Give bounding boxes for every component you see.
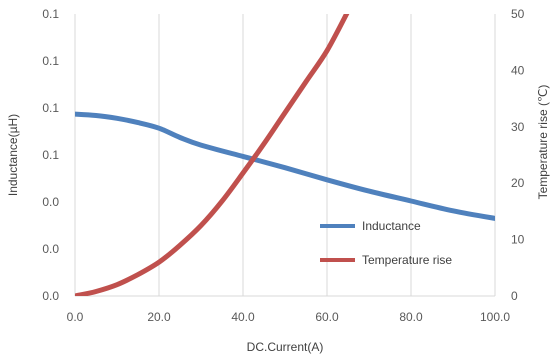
x-axis-title: DC.Current(A) [247,340,324,354]
series-line-inductance [75,111,495,221]
legend: Inductance Temperature rise [320,219,452,267]
x-tick-label: 0.0 [67,310,84,324]
series-lines [75,14,495,296]
y-left-tick-label: 0.0 [42,242,59,256]
grid-lines [74,14,496,297]
y-right-tick-label: 30 [511,120,525,134]
y-right-tick-label: 10 [511,233,525,247]
x-tick-labels: 0.0 20.0 40.0 60.0 80.0 100.0 [67,310,511,324]
y-right-tick-label: 20 [511,176,525,190]
y-left-tick-label: 0.1 [42,101,59,115]
legend-label-temperature-rise: Temperature rise [362,253,452,267]
legend-label-inductance: Inductance [362,219,421,233]
y-left-tick-label: 0.0 [42,289,59,303]
x-tick-label: 60.0 [315,310,339,324]
y-right-tick-labels: 0 10 20 30 40 50 [511,7,525,303]
y-left-tick-label: 0.1 [42,148,59,162]
x-tick-label: 80.0 [399,310,423,324]
x-tick-label: 20.0 [147,310,171,324]
y-left-tick-labels: 0.0 0.0 0.0 0.1 0.1 0.1 0.1 [42,7,59,303]
y-left-tick-label: 0.1 [42,54,59,68]
y-right-tick-label: 40 [511,63,525,77]
y-left-tick-label: 0.1 [42,7,59,21]
y-left-tick-label: 0.0 [42,195,59,209]
x-tick-label: 40.0 [231,310,255,324]
y-left-axis-title: Inductance(µH) [6,114,20,196]
y-right-tick-label: 0 [511,289,518,303]
series-line-temperature-rise [75,14,350,296]
y-right-tick-label: 50 [511,7,525,21]
y-right-axis-title: Temperature rise (℃) [536,85,550,200]
x-tick-label: 100.0 [480,310,510,324]
